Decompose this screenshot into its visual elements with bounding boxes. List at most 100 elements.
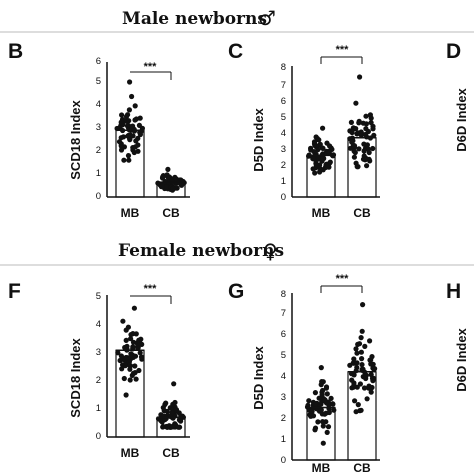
data-point-g-mb bbox=[306, 398, 312, 404]
data-point-c-cb bbox=[349, 139, 355, 145]
data-point-b-cb bbox=[165, 166, 171, 172]
data-point-c-cb bbox=[366, 149, 372, 156]
data-point-c-cb bbox=[351, 154, 357, 160]
data-point-g-mb bbox=[323, 384, 330, 390]
ytick-c-1: 1 bbox=[281, 176, 286, 187]
data-point-b-mb bbox=[126, 157, 132, 163]
data-point-f-mb bbox=[117, 357, 123, 364]
data-point-c-mb bbox=[320, 145, 326, 151]
data-point-c-mb bbox=[315, 147, 321, 153]
data-point-g-mb bbox=[318, 407, 324, 413]
data-point-g-cb bbox=[354, 360, 360, 366]
data-point-b-mb bbox=[137, 131, 143, 138]
data-point-g-cb bbox=[368, 372, 374, 378]
ytick-g-7: 7 bbox=[281, 308, 286, 319]
ytick-g-2: 2 bbox=[281, 413, 286, 424]
ytick-g-1: 1 bbox=[281, 434, 286, 445]
data-point-c-cb bbox=[370, 145, 376, 152]
female-section-title: Female newborns bbox=[118, 241, 284, 261]
data-point-g-mb bbox=[315, 419, 321, 425]
data-point-g-cb bbox=[349, 377, 355, 383]
data-point-f-mb bbox=[125, 324, 131, 330]
data-point-f-mb bbox=[128, 332, 134, 338]
data-point-c-cb bbox=[353, 160, 359, 166]
data-point-b-mb bbox=[130, 147, 136, 153]
data-point-c-cb bbox=[363, 126, 369, 132]
data-point-g-mb bbox=[319, 379, 325, 385]
data-point-g-mb bbox=[316, 395, 322, 401]
data-point-c-cb bbox=[363, 113, 369, 119]
ytick-g-6: 6 bbox=[281, 329, 286, 340]
data-point-g-cb bbox=[357, 381, 363, 387]
panel-d: D D6D Index bbox=[446, 40, 469, 152]
data-point-f-cb bbox=[163, 400, 169, 406]
data-point-g-cb bbox=[361, 385, 368, 391]
data-point-g-cb bbox=[351, 372, 357, 378]
ytick-b-6: 6 bbox=[96, 56, 101, 67]
data-point-f-mb bbox=[132, 353, 139, 359]
data-point-b-mb bbox=[125, 122, 131, 129]
panel-letter-f: F bbox=[8, 280, 21, 303]
ytick-g-3: 3 bbox=[281, 392, 286, 403]
data-point-c-mb bbox=[320, 125, 326, 131]
data-point-c-cb bbox=[363, 131, 369, 137]
data-point-g-cb bbox=[360, 366, 366, 372]
data-point-f-cb bbox=[164, 424, 170, 430]
data-point-g-cb bbox=[363, 375, 369, 382]
ylabel-h: D6D Index bbox=[454, 327, 469, 391]
data-point-b-mb bbox=[130, 133, 136, 139]
significance-label-f: *** bbox=[144, 283, 158, 295]
panel-letter-c: C bbox=[228, 40, 243, 63]
data-point-f-mb bbox=[133, 376, 139, 382]
data-point-g-mb bbox=[326, 409, 332, 416]
ytick-b-1: 1 bbox=[96, 168, 101, 179]
data-point-g-cb bbox=[359, 328, 365, 334]
category-label-g-cb: CB bbox=[353, 461, 371, 474]
panel-letter-h: H bbox=[446, 280, 461, 303]
data-point-g-cb bbox=[354, 364, 360, 371]
data-point-g-cb bbox=[359, 362, 365, 368]
data-point-f-mb bbox=[127, 362, 133, 368]
ytick-b-3: 3 bbox=[96, 122, 101, 133]
data-point-c-cb bbox=[363, 121, 369, 127]
significance-bracket-g bbox=[320, 285, 363, 293]
data-point-f-mb bbox=[120, 318, 126, 324]
data-point-g-cb bbox=[358, 335, 364, 341]
ytick-c-0: 0 bbox=[281, 192, 286, 203]
data-point-c-mb bbox=[324, 140, 330, 146]
female-symbol-icon: ♀ bbox=[263, 239, 278, 263]
panel-f: F SCD18 Index 0 1 2 3 4 5 *** MB CB bbox=[8, 280, 190, 460]
panel-g: G D5D Index 0 1 2 3 4 5 6 7 8 *** MB CB bbox=[228, 273, 380, 474]
data-point-g-mb bbox=[312, 401, 319, 407]
data-point-c-cb bbox=[351, 143, 358, 149]
data-point-c-cb bbox=[353, 126, 359, 132]
data-point-g-mb bbox=[324, 391, 330, 397]
ytick-g-0: 0 bbox=[281, 455, 286, 466]
data-point-g-cb bbox=[360, 302, 366, 308]
ytick-g-8: 8 bbox=[281, 289, 286, 300]
data-point-b-mb bbox=[135, 148, 141, 154]
panel-h: H D6D Index bbox=[446, 280, 469, 392]
data-point-f-mb bbox=[130, 344, 136, 350]
ytick-f-4: 4 bbox=[96, 319, 101, 330]
data-point-c-mb bbox=[313, 134, 319, 140]
data-point-c-mb bbox=[324, 164, 330, 170]
data-point-f-mb bbox=[128, 336, 134, 342]
ylabel-f: SCD18 Index bbox=[68, 337, 83, 417]
data-point-g-cb bbox=[358, 407, 364, 413]
panel-letter-d: D bbox=[446, 40, 461, 63]
ytick-f-5: 5 bbox=[96, 291, 101, 302]
data-point-c-mb bbox=[310, 155, 316, 161]
data-point-b-mb bbox=[118, 143, 124, 149]
data-point-c-cb bbox=[370, 126, 376, 132]
data-point-c-cb bbox=[349, 129, 355, 136]
data-point-g-cb bbox=[347, 362, 353, 368]
data-point-f-cb bbox=[172, 399, 178, 406]
category-label-c-mb: MB bbox=[312, 206, 331, 220]
data-point-g-cb bbox=[359, 356, 365, 362]
data-point-g-cb bbox=[353, 346, 359, 352]
data-point-c-cb bbox=[368, 115, 374, 121]
ytick-c-5: 5 bbox=[281, 112, 286, 123]
data-point-c-cb bbox=[356, 146, 362, 152]
